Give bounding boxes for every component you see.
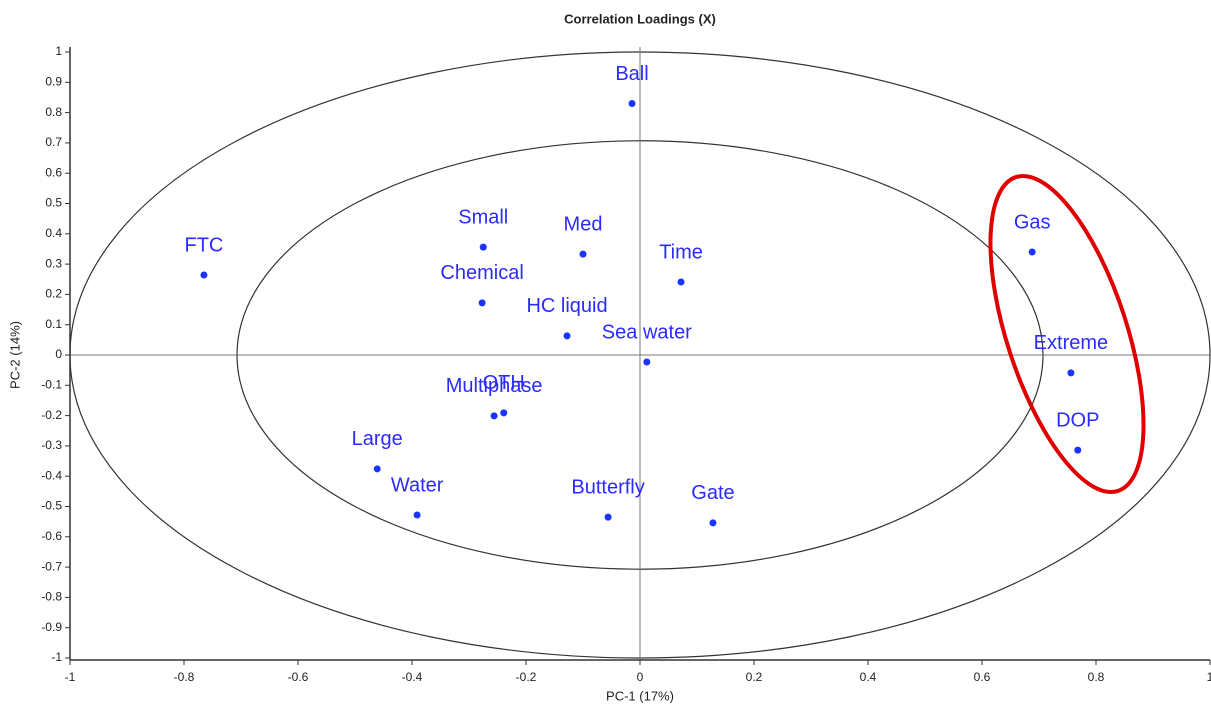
point [628,100,636,108]
y-tick-label: -0.9 [41,620,62,634]
y-tick-label: 0.8 [45,105,62,119]
point-label: OTH [483,372,525,394]
y-tick-label: -0.2 [41,408,62,422]
point-label: DOP [1056,409,1099,431]
point [490,412,498,420]
x-axis-label: PC-1 (17%) [606,688,674,703]
y-tick-label: 0.3 [45,256,62,270]
point [604,513,612,521]
chart-title: Correlation Loadings (X) [564,11,716,26]
y-tick-label: -0.4 [41,468,62,482]
y-tick-label: 0 [55,347,62,361]
y-tick-label: 0.2 [45,287,62,301]
point-label: Ball [615,63,648,85]
point-label: Multiphase [446,375,543,397]
y-tick-label: -1 [51,650,62,664]
y-tick-label: 0.1 [45,317,62,331]
x-tick-label: -0.4 [402,670,423,684]
point-label: Gate [691,482,734,504]
point [579,250,587,258]
x-tick-label: -0.6 [288,670,309,684]
point-label: FTC [185,234,224,256]
point [1074,446,1082,454]
y-tick-label: -0.7 [41,559,62,573]
y-tick-label: -0.8 [41,590,62,604]
x-tick-label: -1 [65,670,76,684]
y-tick-label: -0.1 [41,377,62,391]
point [479,243,487,251]
point [500,409,508,417]
point [643,358,651,366]
x-tick-label: 0.8 [1088,670,1105,684]
point-label: Gas [1014,211,1051,233]
highlight-ellipse [988,173,1146,495]
y-tick-label: 0.9 [45,74,62,88]
point [478,299,486,307]
x-tick-label: 0.4 [860,670,877,684]
y-tick-label: -0.5 [41,499,62,513]
point [413,511,421,519]
point [200,271,208,279]
point-label: Chemical [440,262,523,284]
point [709,519,717,527]
point-label: Large [352,428,403,450]
point [1028,248,1036,256]
point [1067,369,1075,377]
x-tick-label: -0.2 [516,670,537,684]
point-label: Extreme [1034,332,1108,354]
x-tick-label: 0 [637,670,644,684]
point-label: Butterfly [571,476,644,498]
point [373,465,381,473]
point-label: Sea water [602,321,692,343]
y-tick-label: -0.6 [41,529,62,543]
point-label: HC liquid [526,295,607,317]
y-tick-label: 0.4 [45,226,62,240]
point-label: Time [659,241,703,263]
point-label: Water [391,474,444,496]
y-tick-label: 0.6 [45,165,62,179]
point-label: Small [458,206,508,228]
x-tick-label: -0.8 [174,670,195,684]
y-tick-label: 1 [55,44,62,58]
x-tick-label: 0.2 [746,670,763,684]
x-tick-label: 1 [1207,670,1211,684]
y-tick-label: 0.7 [45,135,62,149]
y-axis-label: PC-2 (14%) [7,321,22,389]
y-tick-label: -0.3 [41,438,62,452]
point-label: Med [564,213,603,235]
x-tick-label: 0.6 [974,670,991,684]
y-tick-label: 0.5 [45,196,62,210]
point [677,278,685,286]
point [563,332,571,340]
